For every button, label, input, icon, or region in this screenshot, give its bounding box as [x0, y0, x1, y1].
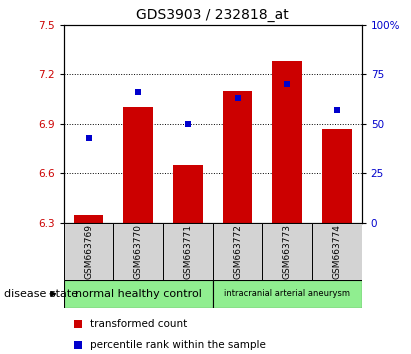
- Bar: [322, 129, 352, 223]
- Bar: [74, 215, 104, 223]
- Bar: [64, 280, 213, 308]
- Title: GDS3903 / 232818_at: GDS3903 / 232818_at: [136, 8, 289, 22]
- Text: percentile rank within the sample: percentile rank within the sample: [90, 340, 266, 350]
- Text: GSM663773: GSM663773: [283, 224, 292, 279]
- Text: GSM663770: GSM663770: [134, 224, 143, 279]
- Text: intracranial arterial aneurysm: intracranial arterial aneurysm: [224, 289, 350, 298]
- Text: GSM663769: GSM663769: [84, 224, 93, 279]
- Bar: [64, 223, 113, 280]
- Bar: [173, 165, 203, 223]
- Text: disease state: disease state: [4, 289, 78, 299]
- Bar: [223, 91, 252, 223]
- Bar: [123, 107, 153, 223]
- Bar: [262, 223, 312, 280]
- Text: GSM663774: GSM663774: [332, 224, 342, 279]
- Bar: [163, 223, 213, 280]
- Bar: [312, 223, 362, 280]
- Bar: [113, 223, 163, 280]
- Bar: [213, 280, 362, 308]
- Text: GSM663771: GSM663771: [183, 224, 192, 279]
- Text: transformed count: transformed count: [90, 319, 188, 329]
- Bar: [213, 223, 262, 280]
- Bar: [272, 61, 302, 223]
- Text: GSM663772: GSM663772: [233, 224, 242, 279]
- Text: normal healthy control: normal healthy control: [75, 289, 202, 299]
